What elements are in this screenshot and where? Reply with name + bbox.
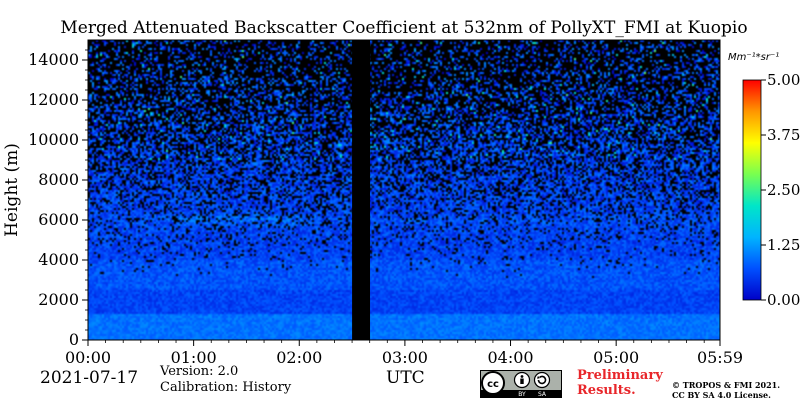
x-axis: 00:00 01:00 02:00 03:00 04:00 05:00 05:59 <box>65 340 743 367</box>
colorbar-tick-label: 1.25 <box>767 236 800 254</box>
copyright-notice: © TROPOS & FMI 2021. CC BY SA 4.0 Licens… <box>672 380 781 400</box>
cc-icon: cc <box>487 379 499 390</box>
y-axis: 0 2000 4000 6000 8000 10000 12000 14000 <box>28 49 88 349</box>
y-tick-label: 4000 <box>38 250 79 269</box>
calibration-label: Calibration: History <box>160 380 292 395</box>
svg-text:BY: BY <box>518 391 526 398</box>
y-tick-label: 10000 <box>28 130 79 149</box>
x-tick-label: 05:00 <box>593 348 639 367</box>
x-tick-label: 05:59 <box>697 348 743 367</box>
sa-icon <box>533 371 551 389</box>
no-data-band <box>352 40 371 340</box>
x-axis-label: UTC <box>386 368 425 388</box>
y-tick-label: 6000 <box>38 210 79 229</box>
y-axis-label: Height (m) <box>2 143 22 237</box>
colorbar-tick-label: 0.00 <box>767 291 800 309</box>
y-tick-label: 14000 <box>28 50 79 69</box>
cc-license-badge: cc BY SA <box>480 370 562 398</box>
y-tick-label: 2000 <box>38 290 79 309</box>
colorbar <box>742 79 762 301</box>
preliminary-notice: Preliminary Results. <box>577 368 663 398</box>
colorbar-ticks: 0.00 1.25 2.50 3.75 5.00 <box>761 71 800 309</box>
backscatter-heatmap <box>88 40 720 340</box>
y-tick-label: 8000 <box>38 170 79 189</box>
version-label: Version: 2.0 <box>160 364 239 379</box>
chart-title: Merged Attenuated Backscatter Coefficien… <box>60 18 747 38</box>
colorbar-unit-label: Mm⁻¹*sr⁻¹ <box>728 52 779 63</box>
y-tick-label: 0 <box>69 330 79 349</box>
x-tick-label: 03:00 <box>382 348 428 367</box>
x-tick-label: 01:00 <box>171 348 217 367</box>
date-label: 2021-07-17 <box>40 368 139 388</box>
x-tick-label: 04:00 <box>487 348 533 367</box>
x-tick-label: 00:00 <box>65 348 111 367</box>
y-tick-label: 12000 <box>28 90 79 109</box>
colorbar-tick-label: 2.50 <box>767 181 800 199</box>
svg-text:SA: SA <box>538 391 547 398</box>
colorbar-tick-label: 3.75 <box>767 126 800 144</box>
colorbar-tick-label: 5.00 <box>767 71 800 89</box>
x-tick-label: 02:00 <box>276 348 322 367</box>
